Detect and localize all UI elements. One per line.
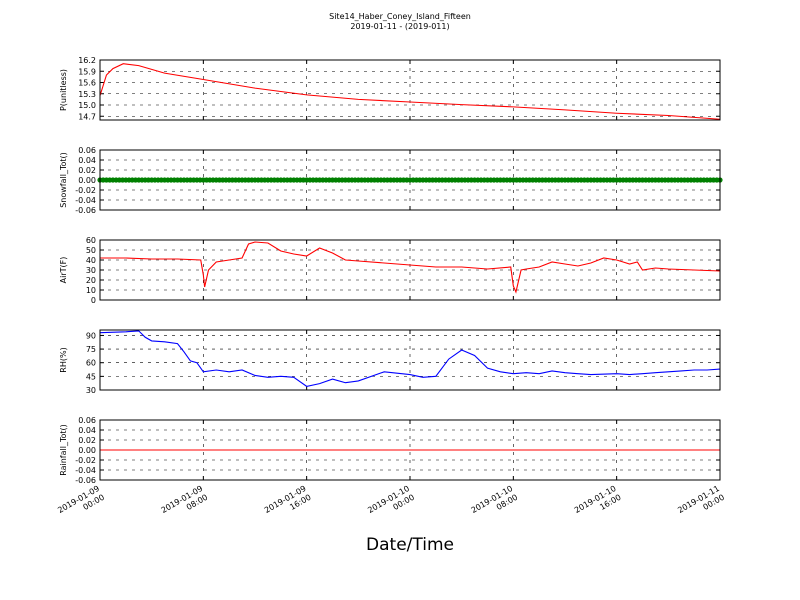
- subplot-2: -0.06-0.04-0.020.000.020.040.06 Snowfall_…: [59, 146, 723, 215]
- y-tick-label: 0.06: [78, 416, 96, 425]
- y-tick-label: 10: [86, 286, 96, 295]
- y-tick-label: 60: [86, 359, 96, 368]
- y-tick-label: 0.04: [78, 156, 96, 165]
- y-tick-label: -0.04: [75, 466, 96, 475]
- series-line: [99, 63, 721, 120]
- plot-frame: [99, 239, 721, 301]
- y-tick-label: 0.02: [78, 166, 96, 175]
- y-tick-label: -0.06: [75, 206, 96, 215]
- subplot-5: -0.06-0.04-0.020.000.020.040.06 Rainfall_…: [59, 416, 721, 485]
- plot-frame: [99, 59, 721, 121]
- y-tick-label: -0.04: [75, 196, 96, 205]
- subplots: 14.7 15.0 15.3 15.6 15.9 16.2 P(unitless) -0.06…: [59, 56, 723, 485]
- plot-frame: [99, 329, 721, 391]
- y-tick-label: -0.02: [75, 186, 96, 195]
- chart-title-line2: 2019-01-11 - (2019-011): [350, 22, 449, 31]
- series-line: [99, 330, 721, 387]
- y-tick-label: 0.00: [78, 446, 96, 455]
- y-tick-label: 0.04: [78, 426, 96, 435]
- plot-frame: [99, 149, 721, 211]
- series-line: [100, 241, 721, 294]
- y-tick-label: 60: [86, 236, 96, 245]
- y-tick-label: 0.06: [78, 146, 96, 155]
- y-tick-label: 50: [86, 246, 96, 255]
- y-tick-label: 15.9: [78, 67, 96, 76]
- y-tick-label: 14.7: [78, 112, 96, 121]
- y-axis-label: Rainfall_Tot(): [59, 424, 68, 476]
- y-axis-label: AirT(F): [59, 257, 68, 284]
- subplot-4: 30 45 60 75 90 RH(%): [59, 329, 721, 395]
- y-tick-label: 15.3: [78, 90, 96, 99]
- y-tick-label: 16.2: [78, 56, 96, 65]
- y-tick-label: 30: [86, 386, 96, 395]
- y-axis-label: RH(%): [59, 347, 68, 372]
- y-tick-label: -0.06: [75, 476, 96, 485]
- y-tick-label: 0: [91, 296, 96, 305]
- y-tick-label: 15.0: [78, 101, 96, 110]
- y-axis-label: P(unitless): [59, 69, 68, 111]
- y-tick-label: 45: [86, 372, 96, 381]
- y-tick-label: 40: [86, 256, 96, 265]
- subplot-1: 14.7 15.0 15.3 15.6 15.9 16.2 P(unitless): [59, 56, 721, 121]
- x-axis-label: Date/Time: [366, 535, 454, 555]
- y-tick-label: 20: [86, 276, 96, 285]
- y-tick-label: 90: [86, 331, 96, 340]
- y-tick-label: 15.6: [78, 79, 96, 88]
- chart-title-line1: Site14_Haber_Coney_Island_Fifteen: [329, 12, 471, 21]
- plot-frame: [99, 419, 721, 481]
- y-tick-label: 75: [86, 345, 96, 354]
- y-tick-label: -0.02: [75, 456, 96, 465]
- y-tick-label: 0.02: [78, 436, 96, 445]
- y-tick-label: 0.00: [78, 176, 96, 185]
- y-axis-label: Snowfall_Tot(): [59, 152, 68, 208]
- y-tick-label: 30: [86, 266, 96, 275]
